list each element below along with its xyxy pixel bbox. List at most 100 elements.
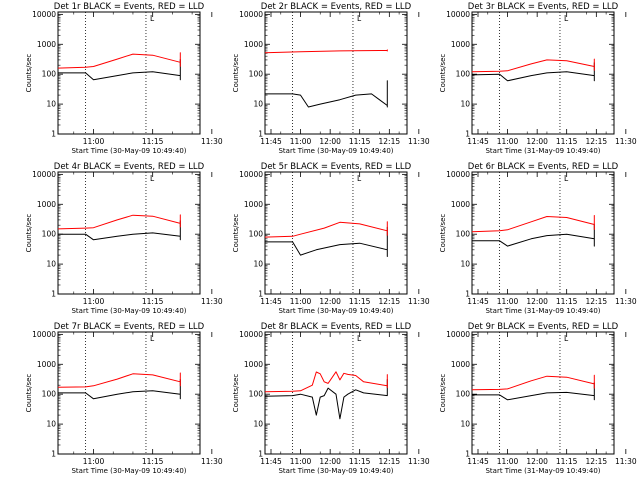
x-tick-label: 11:45 — [260, 457, 282, 466]
x-tick-label: 12:15 — [379, 137, 401, 146]
y-tick-label: 10 — [46, 420, 56, 429]
y-tick-label: 10 — [253, 420, 263, 429]
y-tick-label: 1 — [258, 130, 263, 139]
series-line-lld — [264, 371, 388, 393]
series-line-events — [265, 80, 388, 108]
x-tick-label: 11:15 — [556, 297, 578, 306]
marker-label: L — [564, 334, 569, 343]
series-line-lld — [57, 52, 181, 69]
x-tick-label: 11:30 — [615, 137, 637, 146]
y-axis-label: Counts/sec — [232, 54, 240, 93]
y-tick-label: 100 — [456, 390, 471, 399]
series-line-lld — [264, 221, 388, 238]
x-axis-label: Start Time (30-May-09 10:49:40) — [278, 467, 393, 475]
x-axis-label: Start Time (30-May-09 10:49:40) — [71, 467, 186, 475]
y-tick-label: 1 — [258, 290, 263, 299]
x-tick-label: 11:00 — [290, 297, 312, 306]
x-tick-label: 12:15 — [586, 297, 608, 306]
y-tick-label: 1000 — [244, 40, 263, 49]
x-tick-label: 11:45 — [467, 297, 489, 306]
x-tick-label: 12:00 — [526, 457, 548, 466]
x-tick-label: 11:15 — [142, 457, 164, 466]
x-tick-label: 11:30 — [408, 297, 430, 306]
x-tick-label: 11:00 — [83, 297, 105, 306]
y-tick-label: 1000 — [451, 40, 470, 49]
x-tick-label: 12:00 — [526, 137, 548, 146]
plot-frame — [471, 171, 615, 295]
plot-frame — [264, 331, 408, 455]
y-tick-label: 10 — [460, 100, 470, 109]
y-axis-label: Counts/sec — [25, 214, 33, 253]
x-tick-label: 11:45 — [467, 137, 489, 146]
x-tick-label: 11:15 — [349, 457, 371, 466]
x-tick-label: 11:30 — [408, 137, 430, 146]
x-tick-label: 11:30 — [201, 297, 223, 306]
plot-frame — [471, 11, 615, 135]
plot-frame — [264, 171, 408, 295]
y-tick-label: 1000 — [451, 360, 470, 369]
chart-title: Det 1r BLACK = Events, RED = LLD — [54, 2, 205, 12]
marker-label: L — [357, 334, 362, 343]
y-tick-label: 10 — [46, 260, 56, 269]
x-tick-label: 11:15 — [142, 297, 164, 306]
marker-label: L — [357, 174, 362, 183]
y-axis-label: Counts/sec — [232, 374, 240, 413]
y-tick-label: 1000 — [37, 40, 56, 49]
x-tick-label: 11:15 — [556, 457, 578, 466]
chart-title: Det 3r BLACK = Events, RED = LLD — [468, 2, 619, 12]
y-axis-label: Counts/sec — [232, 214, 240, 253]
x-tick-label: 12:00 — [319, 297, 341, 306]
y-axis-label: Counts/sec — [439, 374, 447, 413]
y-tick-label: 1000 — [244, 200, 263, 209]
x-tick-label: 11:00 — [290, 457, 312, 466]
y-tick-label: 100 — [249, 70, 264, 79]
x-axis-label: Start Time (30-May-09 10:49:40) — [278, 307, 393, 315]
series-line-events — [58, 379, 181, 400]
series-line-lld — [471, 58, 595, 73]
x-tick-label: 12:15 — [586, 137, 608, 146]
x-tick-label: 11:30 — [615, 457, 637, 466]
y-tick-label: 1 — [51, 290, 56, 299]
x-tick-label: 11:00 — [497, 457, 519, 466]
y-axis-label: Counts/sec — [439, 214, 447, 253]
x-tick-label: 11:30 — [201, 137, 223, 146]
x-tick-label: 11:45 — [260, 137, 282, 146]
series-line-events — [472, 382, 595, 401]
chart-title: Det 7r BLACK = Events, RED = LLD — [54, 322, 205, 332]
x-axis-label: Start Time (30-May-09 10:49:40) — [71, 147, 186, 155]
y-tick-label: 1 — [51, 130, 56, 139]
series-line-events — [472, 224, 595, 247]
y-tick-label: 100 — [42, 70, 57, 79]
x-axis-label: Start Time (31-May-09 10:49:40) — [485, 467, 600, 475]
series-line-events — [264, 379, 388, 420]
y-tick-label: 10000 — [446, 330, 470, 339]
x-axis-label: Start Time (31-May-09 10:49:40) — [485, 307, 600, 315]
y-tick-label: 100 — [249, 390, 264, 399]
x-tick-label: 11:15 — [142, 137, 164, 146]
y-tick-label: 1 — [51, 450, 56, 459]
y-tick-label: 100 — [456, 70, 471, 79]
y-tick-label: 1000 — [451, 200, 470, 209]
chart-panel-6: Det 6r BLACK = Events, RED = LLD 1 10 100 10… — [439, 162, 637, 315]
x-tick-label: 11:00 — [497, 137, 519, 146]
x-tick-label: 11:30 — [201, 457, 223, 466]
x-tick-label: 12:15 — [586, 457, 608, 466]
y-tick-label: 10000 — [446, 170, 470, 179]
chart-panel-9: Det 9r BLACK = Events, RED = LLD 1 10 100 10… — [439, 322, 637, 475]
x-tick-label: 12:15 — [379, 297, 401, 306]
marker-label: L — [357, 14, 362, 23]
plot-frame — [57, 171, 201, 295]
series-line-events — [58, 220, 181, 241]
x-tick-label: 11:45 — [260, 297, 282, 306]
marker-label: L — [150, 14, 155, 23]
marker-label: L — [150, 174, 155, 183]
x-tick-label: 11:15 — [349, 297, 371, 306]
y-axis-label: Counts/sec — [25, 54, 33, 93]
y-tick-label: 10 — [253, 260, 263, 269]
series-line-events — [265, 226, 388, 257]
chart-title: Det 4r BLACK = Events, RED = LLD — [54, 162, 205, 172]
x-tick-label: 12:00 — [319, 457, 341, 466]
y-tick-label: 10000 — [239, 330, 263, 339]
chart-title: Det 2r BLACK = Events, RED = LLD — [261, 2, 412, 12]
marker-label: L — [564, 174, 569, 183]
